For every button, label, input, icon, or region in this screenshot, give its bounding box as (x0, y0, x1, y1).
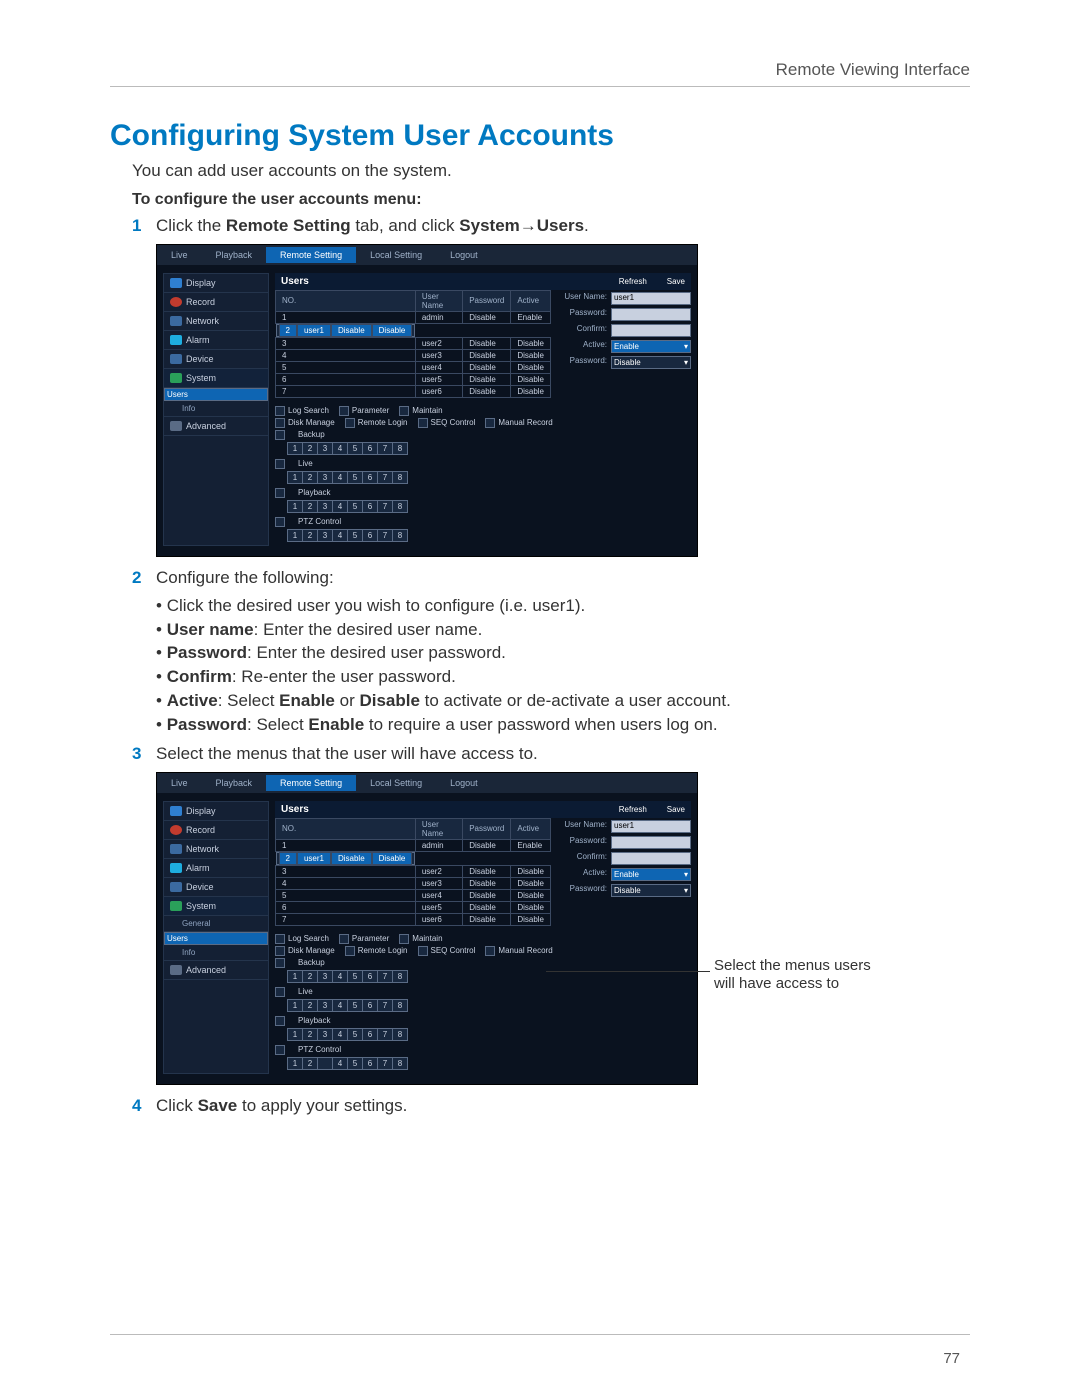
sidebar-item-system[interactable]: System (164, 897, 268, 916)
tab-playback[interactable]: Playback (202, 775, 267, 791)
table-row[interactable]: 4user3DisableDisable (276, 349, 551, 361)
device-icon (170, 354, 182, 364)
rule-bottom (110, 1334, 970, 1335)
step-4-text: Click Save to apply your settings. (156, 1095, 970, 1118)
sidebar-item-network[interactable]: Network (164, 312, 268, 331)
tab-logout[interactable]: Logout (436, 247, 492, 263)
advanced-icon (170, 421, 182, 431)
step-2-bullets: Click the desired user you wish to confi… (156, 594, 970, 737)
active-select[interactable]: Enable▾ (611, 340, 691, 353)
checkbox[interactable] (418, 418, 428, 428)
channel-grid[interactable]: 12345678 (287, 529, 408, 542)
sidebar-item-record[interactable]: Record (164, 293, 268, 312)
screenshot-2: Live Playback Remote Setting Local Setti… (156, 772, 698, 1085)
tab-remote-setting[interactable]: Remote Setting (266, 247, 356, 263)
checkbox[interactable] (485, 418, 495, 428)
checkbox[interactable] (275, 430, 285, 440)
checkbox[interactable] (275, 418, 285, 428)
confirm-input[interactable] (611, 324, 691, 337)
alarm-icon (170, 335, 182, 345)
channel-grid[interactable]: 12345678 (287, 471, 408, 484)
intro-text: You can add user accounts on the system. (132, 161, 970, 181)
tab-remote-setting[interactable]: Remote Setting (266, 775, 356, 791)
sidebar-item-display[interactable]: Display (164, 802, 268, 821)
sidebar-item-advanced[interactable]: Advanced (164, 961, 268, 980)
sidebar-item-system[interactable]: System (164, 369, 268, 388)
tab-logout[interactable]: Logout (436, 775, 492, 791)
step-number: 3 (132, 743, 156, 766)
checkbox[interactable] (275, 406, 285, 416)
subsection-heading: To configure the user accounts menu: (132, 191, 970, 209)
sidebar-item-advanced[interactable]: Advanced (164, 417, 268, 436)
checkbox[interactable] (339, 406, 349, 416)
sidebar-item-display[interactable]: Display (164, 274, 268, 293)
checkbox[interactable] (345, 418, 355, 428)
page-title: Configuring System User Accounts (110, 119, 970, 153)
active-label: Active: (557, 340, 607, 353)
table-row[interactable]: 2user1DisableDisable (276, 324, 416, 337)
tab-playback[interactable]: Playback (202, 247, 267, 263)
sidebar-sub-info[interactable]: Info (164, 401, 268, 417)
page-number: 77 (943, 1350, 960, 1367)
sidebar-sub-users[interactable]: Users (164, 932, 268, 945)
header-right: Remote Viewing Interface (110, 60, 970, 80)
refresh-button[interactable]: Refresh (619, 805, 647, 814)
display-icon (170, 278, 182, 288)
tab-bar: Live Playback Remote Setting Local Setti… (157, 245, 697, 265)
sidebar-item-network[interactable]: Network (164, 840, 268, 859)
password2-label: Password: (557, 356, 607, 369)
table-row[interactable]: 3user2DisableDisable (276, 337, 551, 349)
channel-grid[interactable]: 12345678 (287, 500, 408, 513)
table-row[interactable]: 5user4DisableDisable (276, 361, 551, 373)
step-number: 1 (132, 215, 156, 238)
checkbox[interactable] (399, 406, 409, 416)
tab-live[interactable]: Live (157, 247, 202, 263)
sidebar-item-alarm[interactable]: Alarm (164, 331, 268, 350)
username-label: User Name: (557, 292, 607, 305)
password-input[interactable] (611, 308, 691, 321)
channel-grid[interactable]: 12345678 (287, 442, 408, 455)
screenshot-1: Live Playback Remote Setting Local Setti… (156, 244, 698, 557)
network-icon (170, 316, 182, 326)
sidebar-sub-users[interactable]: Users (164, 388, 268, 401)
sidebar-sub-info[interactable]: Info (164, 945, 268, 961)
checkbox[interactable] (275, 517, 285, 527)
record-icon (170, 297, 182, 307)
tab-local-setting[interactable]: Local Setting (356, 775, 436, 791)
sidebar-item-device[interactable]: Device (164, 350, 268, 369)
checkbox[interactable] (275, 459, 285, 469)
save-button[interactable]: Save (667, 277, 685, 286)
callout-line (546, 971, 710, 972)
step-number: 2 (132, 567, 156, 590)
sidebar: Display Record Network Alarm Device Syst… (163, 273, 269, 546)
step-1-text: Click the Remote Setting tab, and click … (156, 215, 970, 238)
tab-live[interactable]: Live (157, 775, 202, 791)
sidebar-item-device[interactable]: Device (164, 878, 268, 897)
refresh-button[interactable]: Refresh (619, 277, 647, 286)
table-row[interactable]: 7user6DisableDisable (276, 385, 551, 397)
table-row[interactable]: 1adminDisableEnable (276, 311, 551, 323)
confirm-label: Confirm: (557, 324, 607, 337)
step-2-text: Configure the following: (156, 567, 970, 590)
username-input[interactable]: user1 (611, 292, 691, 305)
callout-text: Select the menus users will have access … (714, 957, 871, 995)
system-icon (170, 373, 182, 383)
password-select[interactable]: Disable▾ (611, 356, 691, 369)
tab-local-setting[interactable]: Local Setting (356, 247, 436, 263)
save-button[interactable]: Save (667, 805, 685, 814)
sidebar-sub-general[interactable]: General (164, 916, 268, 932)
rule-top (110, 86, 970, 87)
table-row[interactable]: 6user5DisableDisable (276, 373, 551, 385)
checkbox[interactable] (275, 488, 285, 498)
users-table: NO.User NamePasswordActive 1adminDisable… (275, 290, 551, 398)
step-3-text: Select the menus that the user will have… (156, 743, 970, 766)
password-label: Password: (557, 308, 607, 321)
user-form: User Name: user1 Password: Confirm: Activ… (557, 290, 691, 398)
permissions: Log SearchParameterMaintain Disk ManageR… (275, 406, 691, 542)
sidebar-item-alarm[interactable]: Alarm (164, 859, 268, 878)
panel-title: Users (281, 276, 309, 287)
sidebar-item-record[interactable]: Record (164, 821, 268, 840)
step-number: 4 (132, 1095, 156, 1118)
